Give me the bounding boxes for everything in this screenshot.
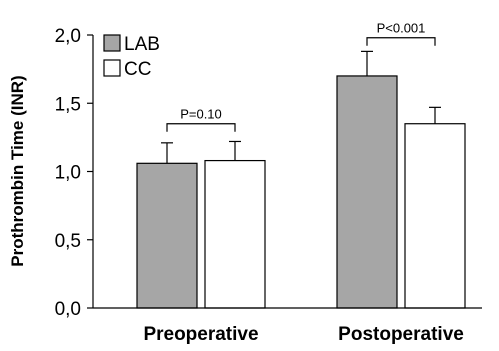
legend-label: CC [124,59,151,80]
bar-cc [204,159,266,309]
y-tick-label: 0,0 [55,299,81,320]
annotations: P=0.10 P<0.001 [166,21,436,132]
significance-bracket [366,37,436,46]
y-tick-label: 1,5 [55,94,81,115]
x-category-label: Postoperative [338,324,464,345]
bars [136,50,466,309]
p-value-label: P=0.10 [180,107,222,122]
y-axis-title: Prothrombin Time (INR) [8,75,27,266]
legend-label: LAB [124,34,160,55]
y-tick-label: 2,0 [55,26,81,47]
legend-swatch-cc [103,59,121,77]
bar-lab [136,162,198,309]
x-axis: Preoperative Postoperative [93,307,482,345]
significance-bracket [166,123,236,132]
legend: LAB CC [103,34,160,80]
x-category-label: Preoperative [143,324,258,345]
legend-swatch-lab [103,34,121,52]
p-value-label: P<0.001 [377,21,426,36]
y-tick-label: 1,0 [55,163,81,184]
bar-lab [336,75,398,309]
y-axis: 0,0 0,5 1,0 1,5 2,0 [55,26,94,320]
y-tick-label: 0,5 [55,231,81,252]
bar-cc [404,123,466,309]
